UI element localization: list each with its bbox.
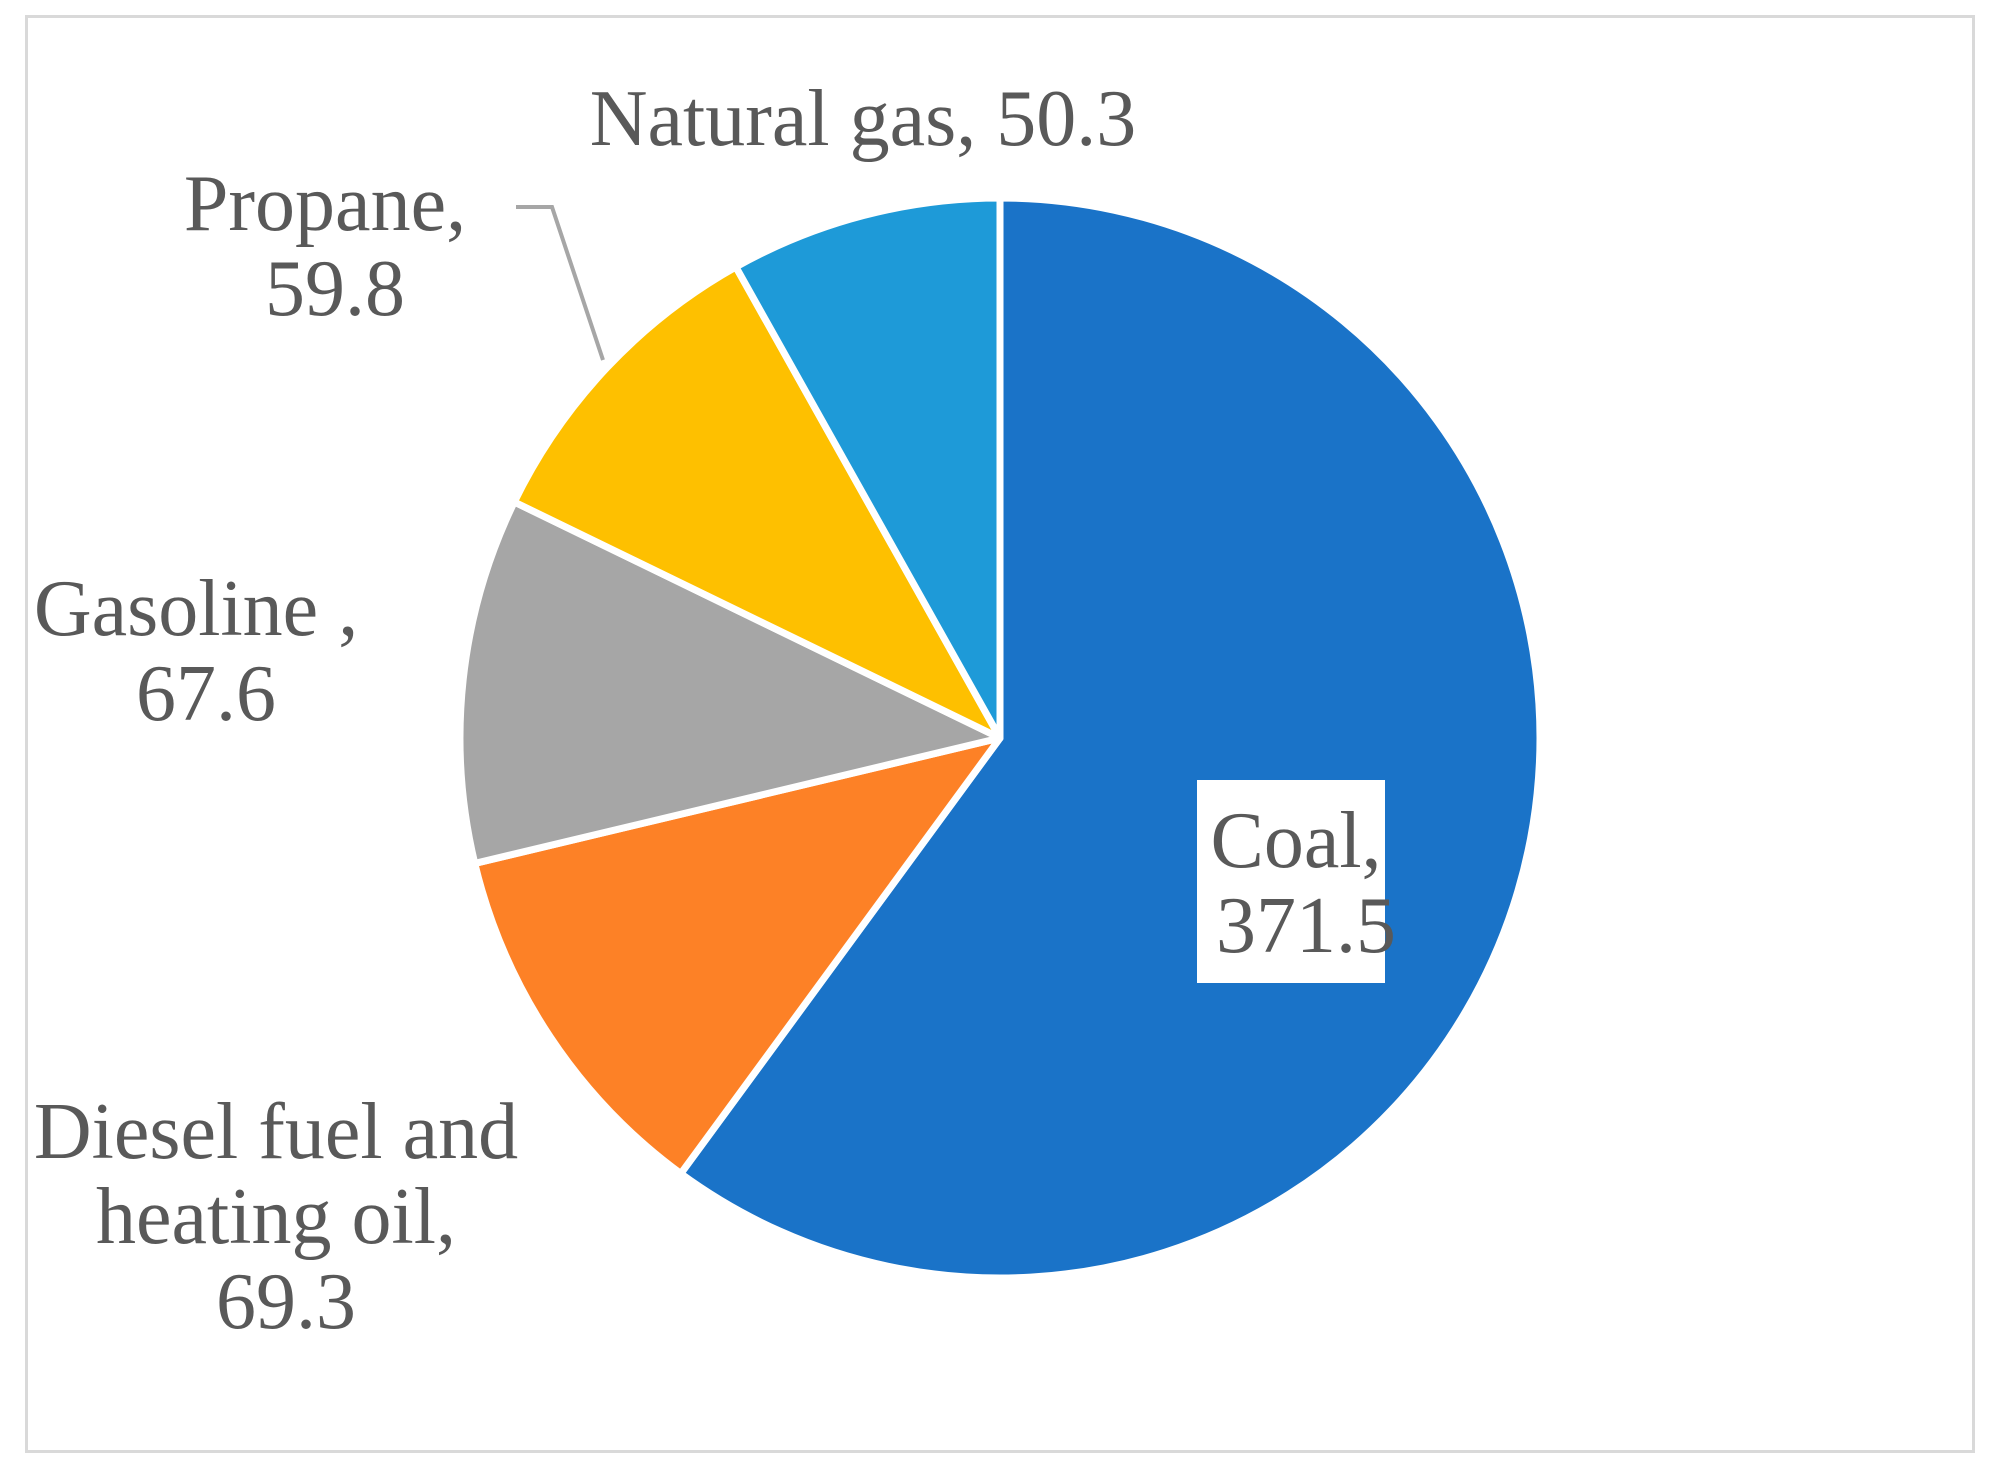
coal-label-box bbox=[1197, 780, 1385, 983]
data-label-callouts bbox=[516, 205, 1385, 983]
propane-data-label: Propane, 59.8 bbox=[184, 160, 486, 333]
pie-slice-diesel bbox=[471, 734, 1004, 1178]
propane-leader-line bbox=[516, 205, 605, 361]
coal-data-label: Coal, 371.5 bbox=[1210, 797, 1401, 970]
gasoline-data-label: Gasoline , 67.6 bbox=[34, 565, 378, 738]
natural-gas-data-label: Natural gas, 50.3 bbox=[590, 75, 1137, 163]
pie-slice-propane bbox=[510, 263, 1004, 742]
diesel-data-label: Diesel fuel and heating oil, 69.3 bbox=[34, 1088, 538, 1346]
pie-slice-coal bbox=[677, 194, 1544, 1282]
pie-slice-gasoline bbox=[456, 498, 1004, 867]
pie-slices bbox=[456, 194, 1544, 1282]
pie-slice-natural-gas bbox=[732, 194, 1004, 742]
data-labels: Coal, 371.5 Diesel fuel and heating oil,… bbox=[34, 75, 1401, 1346]
